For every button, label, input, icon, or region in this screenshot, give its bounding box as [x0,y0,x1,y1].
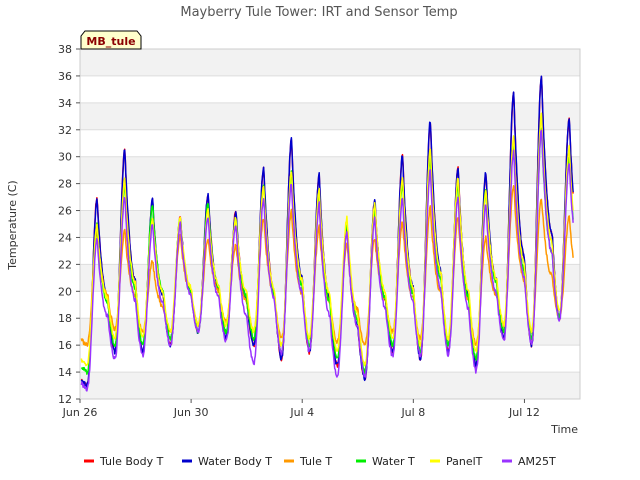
legend-label: Water Body T [198,455,272,468]
site-tag-box [80,30,142,50]
x-tick-label: Jul 8 [400,406,425,419]
site-tag: MB_tule [80,30,142,50]
series-lines [80,75,574,392]
x-axis-label: Time [550,423,578,436]
y-tick-label: 38 [58,43,72,56]
grid-band [80,372,580,399]
y-axis-label: Temperature (C) [6,180,19,270]
y-tick-label: 26 [58,205,72,218]
y-tick-label: 12 [58,393,72,406]
plot-area [80,49,580,399]
y-tick-label: 32 [58,124,72,137]
x-tick-label: Jul 12 [508,406,540,419]
x-tick-label: Jun 30 [173,406,209,419]
y-tick-label: 34 [58,97,72,110]
legend-label: Tule T [299,455,332,468]
grid-band [80,102,580,130]
chart-title: Mayberry Tule Tower: IRT and Sensor Temp [180,5,457,20]
y-tick-label: 30 [58,151,72,164]
plot-frame [79,48,581,400]
x-tick-label: Jun 26 [62,406,98,419]
y-axis-ticks: 12 14 16 18 20 22 24 26 28 30 32 34 36 38 [58,43,80,406]
y-tick-label: 18 [58,312,72,325]
legend-label: Water T [372,455,415,468]
x-axis-ticks: Jun 26 Jun 30 Jul 4 Jul 8 Jul 12 [62,399,540,419]
series-line [80,129,574,392]
y-tick-label: 24 [58,231,72,244]
y-tick-label: 28 [58,178,72,191]
grid-band [80,156,580,184]
series-line [80,112,574,367]
legend-label: PanelT [446,455,483,468]
grid-band [80,210,580,238]
legend-label: Tule Body T [99,455,164,468]
legend-label: AM25T [518,455,556,468]
grid-band [80,49,580,76]
y-tick-label: 20 [58,285,72,298]
x-tick-label: Jul 4 [289,406,314,419]
y-tick-label: 22 [58,258,72,271]
y-tick-label: 36 [58,70,72,83]
y-tick-label: 14 [58,366,72,379]
site-tag-label: MB_tule [86,35,135,48]
y-tick-label: 16 [58,339,72,352]
legend: Tule Body T Water Body T Tule T Water T Pane… [84,455,556,468]
